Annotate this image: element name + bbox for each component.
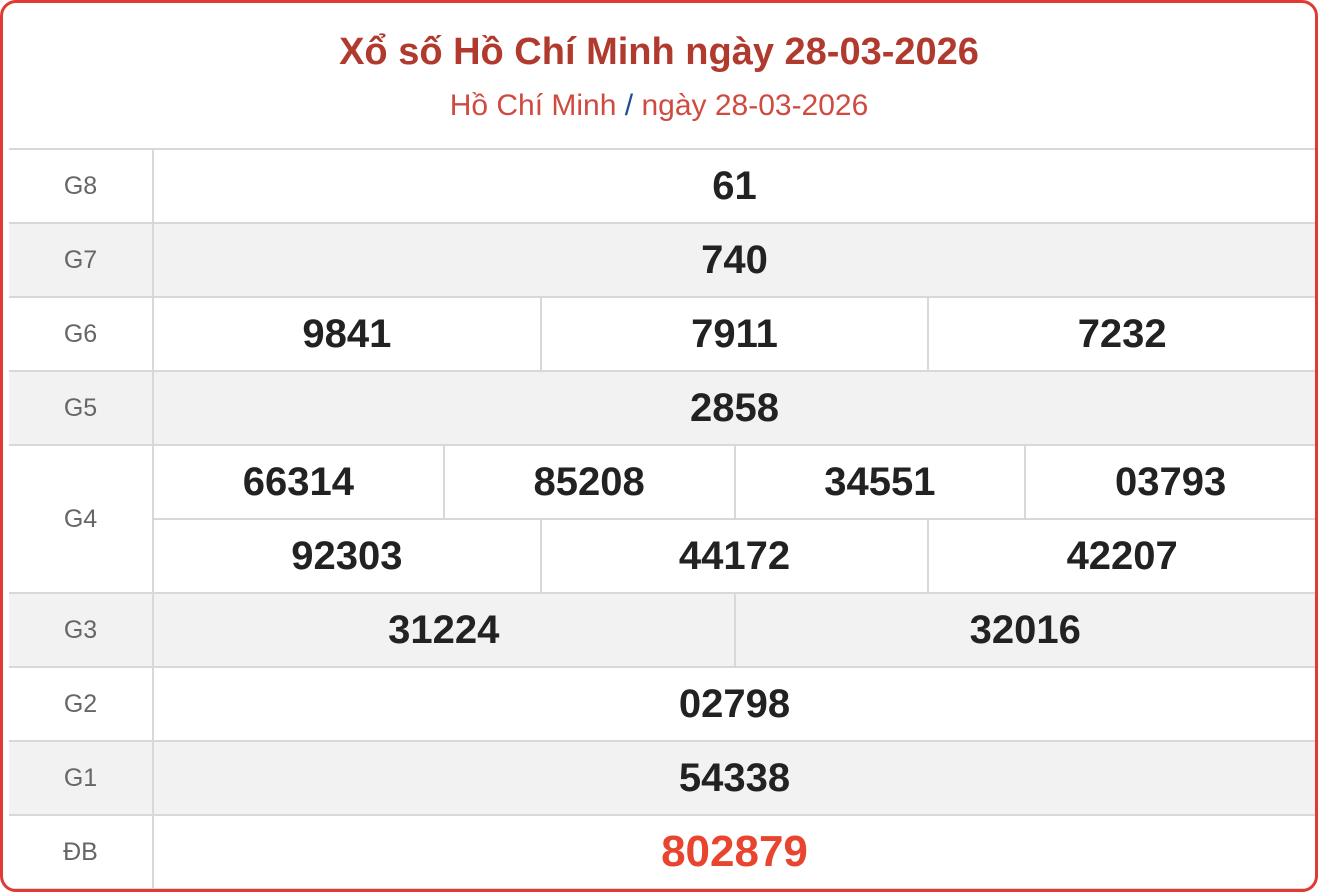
prize-number: 2858 <box>690 385 779 430</box>
breadcrumb-separator: / <box>624 89 634 122</box>
prize-row-g5: G5 2858 <box>9 372 1315 446</box>
prize-number: 7911 <box>539 298 928 370</box>
prize-row-g1: G1 54338 <box>9 742 1315 816</box>
prize-label: G1 <box>9 742 154 814</box>
breadcrumb-date[interactable]: ngày 28-03-2026 <box>641 89 869 122</box>
prize-number: 03793 <box>1024 446 1315 518</box>
prize-label: G3 <box>9 594 154 666</box>
prize-number: 7232 <box>927 298 1315 370</box>
prize-number: 02798 <box>678 681 791 726</box>
header: Xổ số Hồ Chí Minh ngày 28-03-2026 Hồ Chí… <box>3 3 1315 146</box>
prize-number: 9841 <box>302 311 392 356</box>
prize-row-g2: G2 02798 <box>9 668 1315 742</box>
prize-number: 44172 <box>539 520 928 592</box>
prize-label: G7 <box>9 224 154 296</box>
prize-label: G6 <box>9 298 154 370</box>
prize-number: 740 <box>701 237 768 282</box>
prize-label: G4 <box>9 446 154 592</box>
prize-label: G2 <box>9 668 154 740</box>
prize-number: 32016 <box>733 594 1316 666</box>
prize-row-g6: G6 9841 7911 7232 <box>9 298 1315 372</box>
prize-label: G8 <box>9 150 154 222</box>
results-table: G8 61 G7 740 G6 9841 7911 7232 G5 2858 G4 66314 8520… <box>9 148 1315 889</box>
prize-number: 42207 <box>927 520 1315 592</box>
prize-number: 66314 <box>242 459 354 504</box>
prize-number: 54338 <box>678 755 791 800</box>
prize-row-g3: G3 31224 32016 <box>9 594 1315 668</box>
prize-number: 31224 <box>388 607 500 652</box>
prize-number: 34551 <box>733 446 1025 518</box>
special-prize-number: 802879 <box>661 827 808 876</box>
prize-number: 61 <box>712 163 757 208</box>
prize-row-đb: ĐB 802879 <box>9 816 1315 889</box>
prize-label: G5 <box>9 372 154 444</box>
breadcrumb: Hồ Chí Minh / ngày 28-03-2026 <box>3 89 1315 123</box>
page-title: Xổ số Hồ Chí Minh ngày 28-03-2026 <box>339 31 979 73</box>
prize-label: ĐB <box>9 816 154 888</box>
prize-number: 92303 <box>291 533 403 578</box>
prize-row-g7: G7 740 <box>9 224 1315 298</box>
breadcrumb-province[interactable]: Hồ Chí Minh <box>449 89 617 122</box>
prize-row-g4: G4 66314 85208 34551 03793 92303 44172 42207 <box>9 446 1315 594</box>
prize-row-g8: G8 61 <box>9 150 1315 224</box>
prize-number: 85208 <box>442 446 734 518</box>
